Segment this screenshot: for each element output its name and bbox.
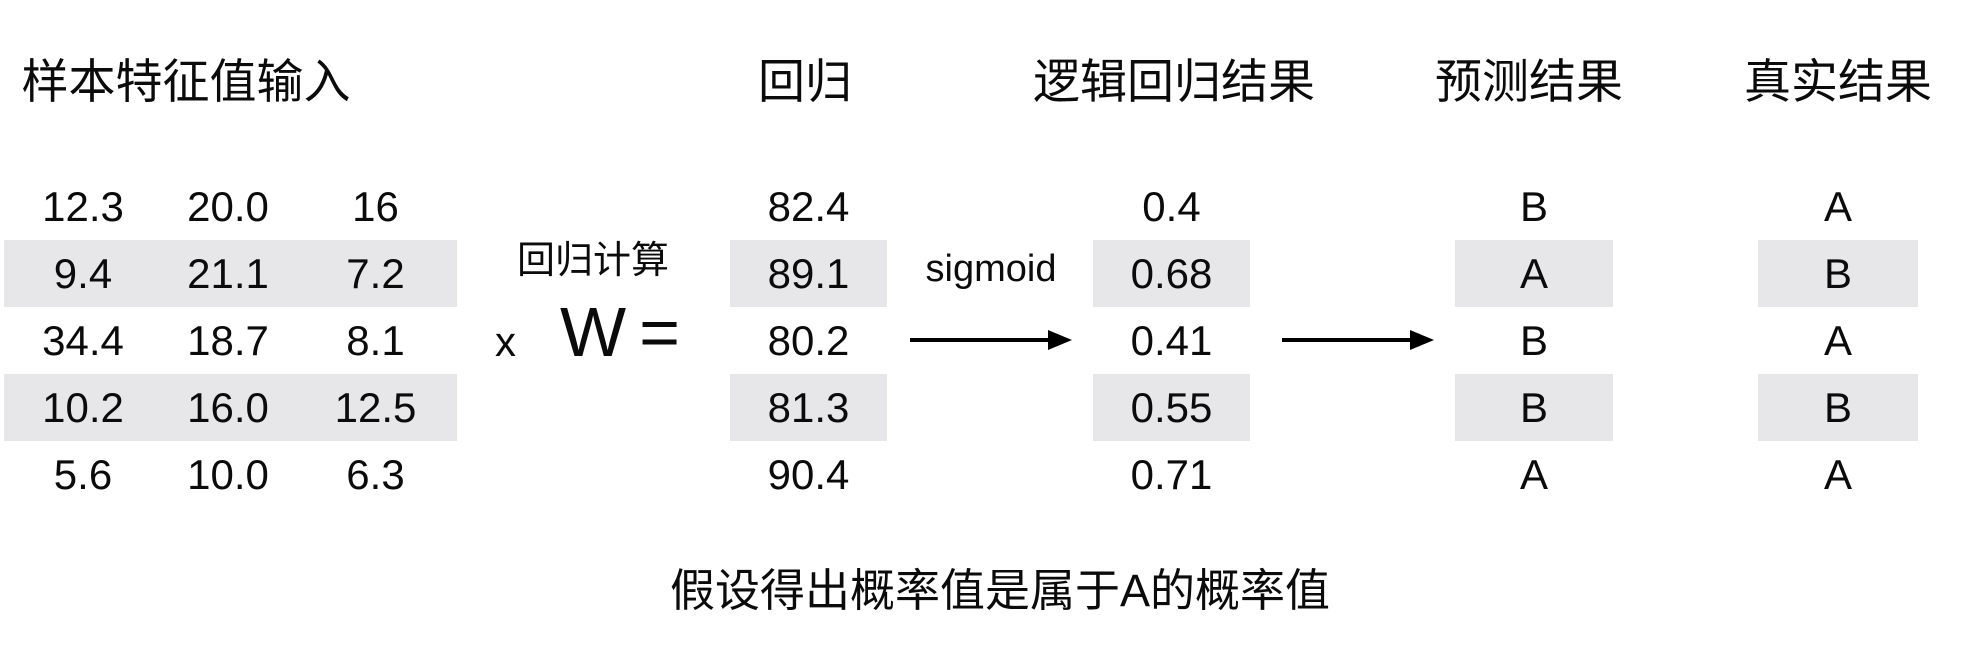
prediction-cell: A: [1519, 450, 1548, 498]
prediction-column: B A B B A: [1455, 173, 1613, 508]
truth-cell: B: [1758, 374, 1918, 441]
feature-cell: 21.1: [187, 249, 269, 297]
equals-operator: =: [639, 293, 680, 371]
table-row: 10.2 16.0 12.5: [4, 374, 457, 441]
prediction-cell: B: [1455, 374, 1613, 441]
feature-cell: 9.4: [53, 249, 113, 297]
feature-cell: 8.1: [346, 316, 405, 364]
feature-cell: 16.0: [187, 383, 269, 431]
regression-cell: 82.4: [767, 182, 850, 230]
header-logistic-result: 逻辑回归结果: [1033, 55, 1315, 108]
feature-cell: 18.7: [187, 316, 269, 364]
prediction-cell: A: [1455, 240, 1613, 307]
regression-cell: 89.1: [730, 240, 887, 307]
regression-cell: 80.2: [767, 316, 850, 364]
sigmoid-arrow-icon: [910, 330, 1072, 350]
table-row: 5.6 10.0 6.3: [4, 441, 457, 508]
classification-arrow-icon: [1282, 330, 1434, 350]
feature-cell: 12.5: [334, 383, 417, 431]
logistic-cell: 0.4: [1142, 182, 1201, 230]
probability-assumption-caption: 假设得出概率值是属于A的概率值: [669, 565, 1331, 616]
truth-column: A B A B A: [1758, 173, 1918, 508]
logistic-result-column: 0.4 0.68 0.41 0.55 0.71: [1093, 173, 1250, 508]
regression-cell: 81.3: [730, 374, 887, 441]
prediction-cell: B: [1519, 182, 1548, 230]
table-row: 12.3 20.0 16: [4, 173, 457, 240]
regression-cell: 90.4: [767, 450, 850, 498]
feature-cell: 34.4: [42, 316, 124, 364]
weight-multiplication-expression: x W =: [495, 297, 680, 367]
table-row: 34.4 18.7 8.1: [4, 307, 457, 374]
feature-cell: 10.2: [42, 383, 124, 431]
table-row: 9.4 21.1 7.2: [4, 240, 457, 307]
truth-cell: A: [1823, 450, 1852, 498]
truth-cell: A: [1823, 316, 1852, 364]
header-truth-result: 真实结果: [1744, 55, 1932, 108]
logistic-cell: 0.41: [1130, 316, 1213, 364]
feature-cell: 12.3: [42, 182, 124, 230]
feature-cell: 16: [352, 182, 399, 230]
multiply-operator: x: [495, 318, 516, 365]
feature-cell: 20.0: [187, 182, 269, 230]
regression-column: 82.4 89.1 80.2 81.3 90.4: [730, 173, 887, 508]
feature-cell: 10.0: [187, 450, 269, 498]
truth-cell: A: [1823, 182, 1852, 230]
feature-cell: 6.3: [346, 450, 405, 498]
header-regression: 回归: [758, 55, 852, 108]
header-prediction-result: 预测结果: [1435, 55, 1623, 108]
sigmoid-label: sigmoid: [925, 248, 1057, 290]
header-sample-features: 样本特征值输入: [21, 55, 351, 108]
truth-cell: B: [1758, 240, 1918, 307]
feature-table: 12.3 20.0 16 9.4 21.1 7.2 34.4 18.7 8.1 …: [4, 173, 457, 508]
weight-matrix-symbol: W: [560, 293, 627, 371]
feature-cell: 7.2: [346, 249, 405, 297]
logistic-cell: 0.55: [1093, 374, 1250, 441]
regression-calculation-label: 回归计算: [516, 240, 670, 282]
logistic-cell: 0.68: [1093, 240, 1250, 307]
feature-cell: 5.6: [53, 450, 113, 498]
prediction-cell: B: [1519, 316, 1548, 364]
logistic-cell: 0.71: [1130, 450, 1213, 498]
